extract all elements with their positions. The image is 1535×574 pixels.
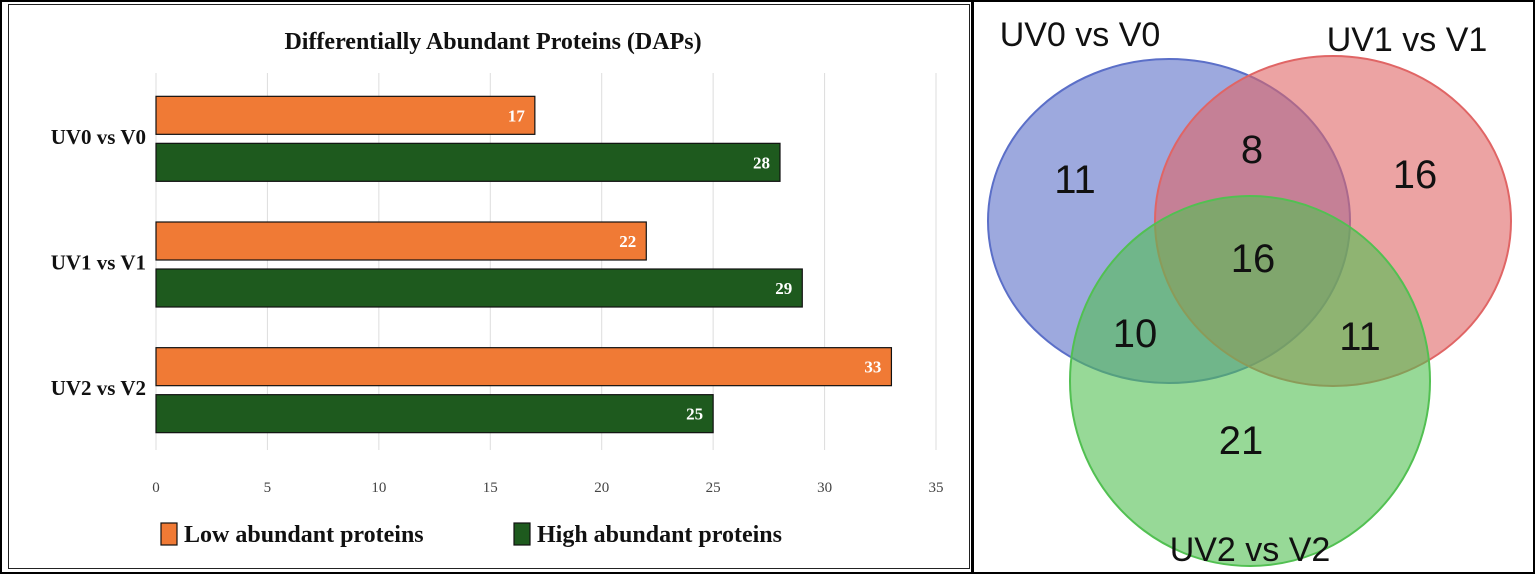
- x-tick-label-35: 35: [929, 480, 944, 496]
- panel-divider: [971, 0, 974, 572]
- data-label-low-abundant-proteins-uv0-vs-v0: 17: [508, 106, 526, 125]
- category-label-uv2-vs-v2: UV2 vs V2: [51, 376, 146, 400]
- bar-high-abundant-proteins-uv1-vs-v1: [155, 268, 803, 308]
- bar-chart: Differentially Abundant Proteins (DAPs) …: [51, 29, 944, 548]
- venn-count-uv0-uv1: 8: [1241, 128, 1263, 172]
- venn-count-uv0-uv2: 10: [1113, 312, 1158, 356]
- venn-set-label-uv2-vs-v2: UV2 vs V2: [1170, 531, 1331, 569]
- legend-swatch-low-abundant-proteins: [160, 522, 178, 546]
- data-label-low-abundant-proteins-uv1-vs-v1: 22: [619, 232, 636, 251]
- bar-chart-panel: Differentially Abundant Proteins (DAPs) …: [8, 4, 970, 569]
- x-tick-label-10: 10: [371, 480, 386, 496]
- venn-diagram: UV0 vs V0 UV1 vs V1 UV2 vs V2 11 16 21 8 10 11 1…: [987, 16, 1512, 569]
- venn-count-all-three: 16: [1231, 237, 1276, 281]
- venn-set-uv2-vs-v2: [1069, 195, 1431, 567]
- venn-count-only-uv1: 16: [1393, 153, 1438, 197]
- x-tick-label-0: 0: [152, 480, 160, 496]
- data-label-high-abundant-proteins-uv1-vs-v1: 29: [775, 279, 792, 298]
- venn-count-only-uv2: 21: [1219, 419, 1264, 463]
- category-label-uv0-vs-v0: UV0 vs V0: [51, 125, 146, 149]
- data-label-low-abundant-proteins-uv2-vs-v2: 33: [864, 358, 881, 377]
- legend-label-high-abundant-proteins: High abundant proteins: [537, 522, 782, 548]
- x-tick-label-5: 5: [264, 480, 272, 496]
- x-tick-label-20: 20: [594, 480, 609, 496]
- legend-swatch-high-abundant-proteins: [513, 522, 531, 546]
- x-tick-label-15: 15: [483, 480, 498, 496]
- x-tick-label-25: 25: [706, 480, 721, 496]
- venn-set-label-uv0-vs-v0: UV0 vs V0: [1000, 16, 1161, 54]
- bar-high-abundant-proteins-uv0-vs-v0: [155, 142, 781, 182]
- category-label-uv1-vs-v1: UV1 vs V1: [51, 251, 146, 275]
- venn-count-uv1-uv2: 11: [1339, 315, 1381, 359]
- bar-low-abundant-proteins-uv1-vs-v1: [155, 221, 647, 261]
- data-label-high-abundant-proteins-uv2-vs-v2: 25: [686, 405, 703, 424]
- bar-low-abundant-proteins-uv2-vs-v2: [155, 347, 893, 387]
- bar-high-abundant-proteins-uv2-vs-v2: [155, 394, 714, 434]
- venn-count-only-uv0: 11: [1054, 158, 1096, 202]
- data-label-high-abundant-proteins-uv0-vs-v0: 28: [753, 153, 770, 172]
- chart-title: Differentially Abundant Proteins (DAPs): [284, 29, 701, 55]
- venn-set-label-uv1-vs-v1: UV1 vs V1: [1327, 21, 1488, 59]
- x-tick-label-30: 30: [817, 480, 832, 496]
- legend-label-low-abundant-proteins: Low abundant proteins: [184, 522, 424, 548]
- bar-low-abundant-proteins-uv0-vs-v0: [155, 95, 536, 135]
